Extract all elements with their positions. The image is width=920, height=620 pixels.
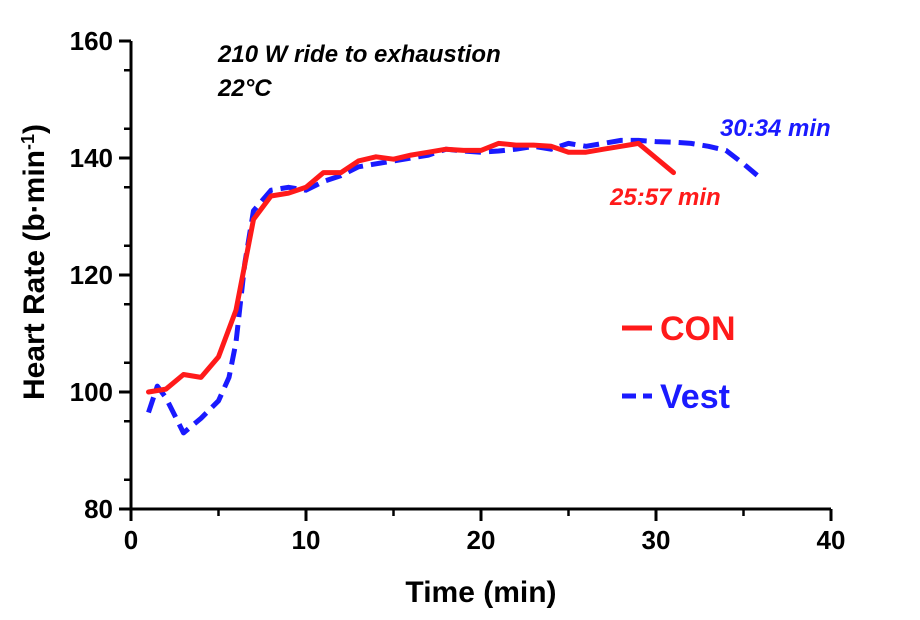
- legend: CON Vest: [622, 310, 736, 416]
- y-tick-label: 160: [70, 26, 113, 56]
- x-tick-label: 20: [467, 525, 496, 555]
- y-tick-label: 120: [70, 260, 113, 290]
- y-axis-title-end: ): [18, 124, 51, 134]
- annotation-vest-end-time: 30:34 min: [720, 115, 831, 142]
- x-tick-label: 0: [124, 525, 138, 555]
- axes: 80 100 120 140 160 0 10 20 30 40: [70, 26, 846, 555]
- x-axis-title: Time (min): [405, 576, 556, 609]
- annotation-con-end-time: 25:57 min: [609, 184, 721, 211]
- legend-label-vest: Vest: [660, 378, 730, 416]
- y-tick-label: 100: [70, 377, 113, 407]
- annotation-condition-line2: 22°C: [217, 75, 272, 102]
- y-tick-label: 140: [70, 143, 113, 173]
- y-tick-label: 80: [84, 494, 113, 524]
- series-layer: [146, 137, 763, 436]
- y-axis-title-sup: -1: [18, 134, 38, 150]
- x-tick-label: 30: [642, 525, 671, 555]
- series-line-con: [146, 140, 676, 395]
- series-line-vest: [146, 137, 763, 436]
- x-tick-label: 10: [292, 525, 321, 555]
- annotation-condition-line1: 210 W ride to exhaustion: [217, 41, 501, 68]
- y-axis-title-main: Heart Rate (b·min: [18, 150, 51, 400]
- x-tick-label: 40: [817, 525, 846, 555]
- legend-label-con: CON: [660, 310, 736, 348]
- y-axis-title: Heart Rate (b·min-1): [18, 124, 51, 400]
